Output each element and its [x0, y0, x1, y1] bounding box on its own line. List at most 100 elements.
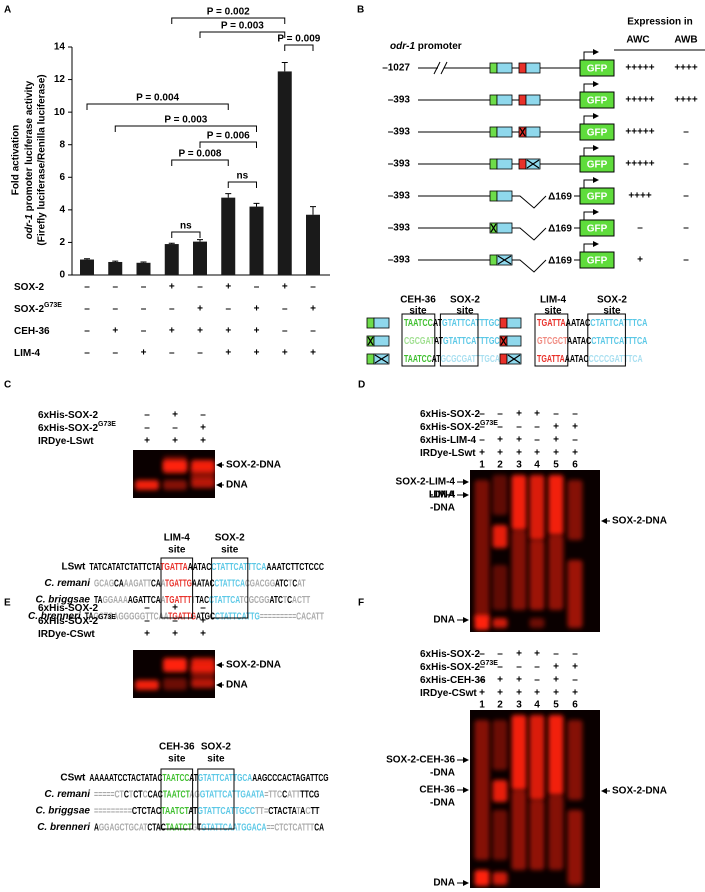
- sequence-segment: TAC: [196, 595, 209, 606]
- row-name: IRDye-CSwt: [420, 688, 477, 699]
- sequence-segment: GCTGAGGGGGTTCAA: [93, 611, 168, 622]
- sequence-segment: GCGCGATTTGCA: [441, 354, 500, 365]
- gel-band: [511, 790, 527, 870]
- row-name: 6xHis-SOX-2: [420, 662, 480, 673]
- sequence-segment: CCCCGATTTCA: [589, 354, 643, 365]
- sox-2-site: [506, 317, 522, 329]
- lane-number: 3: [516, 460, 522, 471]
- sequence-segment: ATGC: [196, 611, 215, 622]
- lim-4-site: [499, 317, 508, 329]
- lane-sign: +: [516, 409, 522, 420]
- site-header: site: [544, 306, 562, 317]
- sequence-segment: CTATTCATTTCA: [590, 318, 647, 329]
- site-box: [197, 768, 235, 830]
- tss-arrow: [583, 49, 599, 60]
- gel-signal: [135, 658, 215, 690]
- construct-start: –393: [388, 95, 411, 106]
- sequence-segment: AAATCTTCTCCC: [266, 562, 324, 573]
- condition-sign: +: [282, 282, 288, 293]
- lane-sign: +: [572, 422, 578, 433]
- band-label: -DNA: [430, 768, 455, 779]
- site-box: [587, 313, 626, 367]
- lane-sign: –: [479, 662, 485, 673]
- mutation-mark: [500, 336, 507, 346]
- gel-band: [511, 475, 527, 530]
- y-tick-label: 2: [59, 237, 65, 248]
- sequence-segment: TA: [85, 611, 94, 622]
- sequence: TAATCCATGTATTCATTTGCA: [404, 318, 505, 329]
- sequence-segment: C: [287, 595, 292, 606]
- error-bar: [225, 193, 232, 198]
- lane-number: 5: [553, 700, 559, 711]
- sequence-name: C. remani: [44, 578, 90, 589]
- panel-letter: B: [357, 5, 364, 16]
- gfp-box: [579, 219, 615, 237]
- site-header: site: [409, 306, 427, 317]
- sequence-segment: C: [143, 789, 148, 800]
- gel-band: [492, 525, 508, 548]
- error-bar: [140, 261, 147, 263]
- lane-sign: +: [200, 423, 206, 434]
- lane-sign: +: [553, 688, 559, 699]
- lane-sign: +: [553, 662, 559, 673]
- lane-sign: –: [479, 649, 485, 660]
- condition-sign: +: [225, 326, 231, 337]
- sequence-segment: CT: [133, 789, 142, 800]
- band-label: -DNA: [430, 503, 455, 514]
- superscript: G73E: [98, 421, 116, 428]
- gfp-label: GFP: [587, 96, 608, 107]
- sequence: TAATCCATGCGCGATTTGCA: [404, 354, 500, 365]
- lane-sign: +: [497, 688, 503, 699]
- row-name: 6xHis-SOX-2: [420, 422, 480, 433]
- sequence-segment: A: [300, 806, 305, 817]
- construct-start: –393: [388, 127, 411, 138]
- site-header: CEH-36: [159, 742, 195, 753]
- sequence-segment: CA: [314, 822, 324, 833]
- row-name: LIM-4: [14, 348, 41, 359]
- sequence: =========CTCTACTAATCTATGTATTCATTGCCTT=CT…: [94, 806, 319, 817]
- condition-sign: +: [225, 282, 231, 293]
- condition-sign: +: [169, 326, 175, 337]
- sequence-segment: AT: [189, 773, 198, 784]
- site-header: SOX-2: [201, 742, 231, 753]
- gel-band: [474, 480, 490, 620]
- lane-sign: –: [172, 423, 178, 434]
- condition-sign: +: [254, 348, 260, 359]
- gel-band: [529, 715, 545, 800]
- awc-expression: +++++: [625, 63, 654, 74]
- y-axis-label-italic: odr-1: [24, 214, 35, 239]
- site-header: site: [168, 545, 186, 556]
- sequence-segment: AATAC: [188, 562, 212, 573]
- tss-arrow: [583, 81, 599, 92]
- gfp-box: [579, 123, 615, 141]
- gel-band: [474, 720, 490, 860]
- mutation-mark: [519, 127, 526, 137]
- condition-sign: –: [169, 348, 175, 359]
- promoter-rest: promoter: [415, 41, 462, 52]
- site-box: [160, 768, 194, 830]
- cell-header: AWB: [674, 35, 697, 46]
- sequence-segment: A: [94, 822, 99, 833]
- deletion-label: Δ169: [548, 192, 572, 203]
- gel-band: [163, 460, 187, 472]
- band-label: SOX-2-DNA: [226, 460, 281, 471]
- gel-band: [529, 618, 545, 628]
- sequence-segment: CTAC: [147, 822, 165, 833]
- site-box: [439, 313, 479, 367]
- lane-sign: +: [553, 448, 559, 459]
- gel-band: [474, 870, 490, 886]
- sequence-segment: G: [192, 822, 197, 833]
- sox-2-site: [373, 317, 390, 329]
- row-label: IRDye-LSwt: [38, 436, 94, 447]
- gfp-label: GFP: [587, 64, 608, 75]
- ceh-36-site: [489, 94, 498, 106]
- band-label: SOX-2-LIM-4: [396, 477, 456, 488]
- lane-number: 5: [553, 460, 559, 471]
- condition-sign: –: [254, 282, 260, 293]
- sequence-segment: AAGATT: [124, 578, 151, 589]
- gel-band: [548, 475, 564, 535]
- significance-label: P = 0.004: [136, 93, 179, 104]
- row-label: 6xHis-SOX-2: [420, 409, 480, 420]
- row-name: 6xHis-SOX-2: [38, 616, 98, 627]
- y-tick-label: 6: [59, 172, 65, 183]
